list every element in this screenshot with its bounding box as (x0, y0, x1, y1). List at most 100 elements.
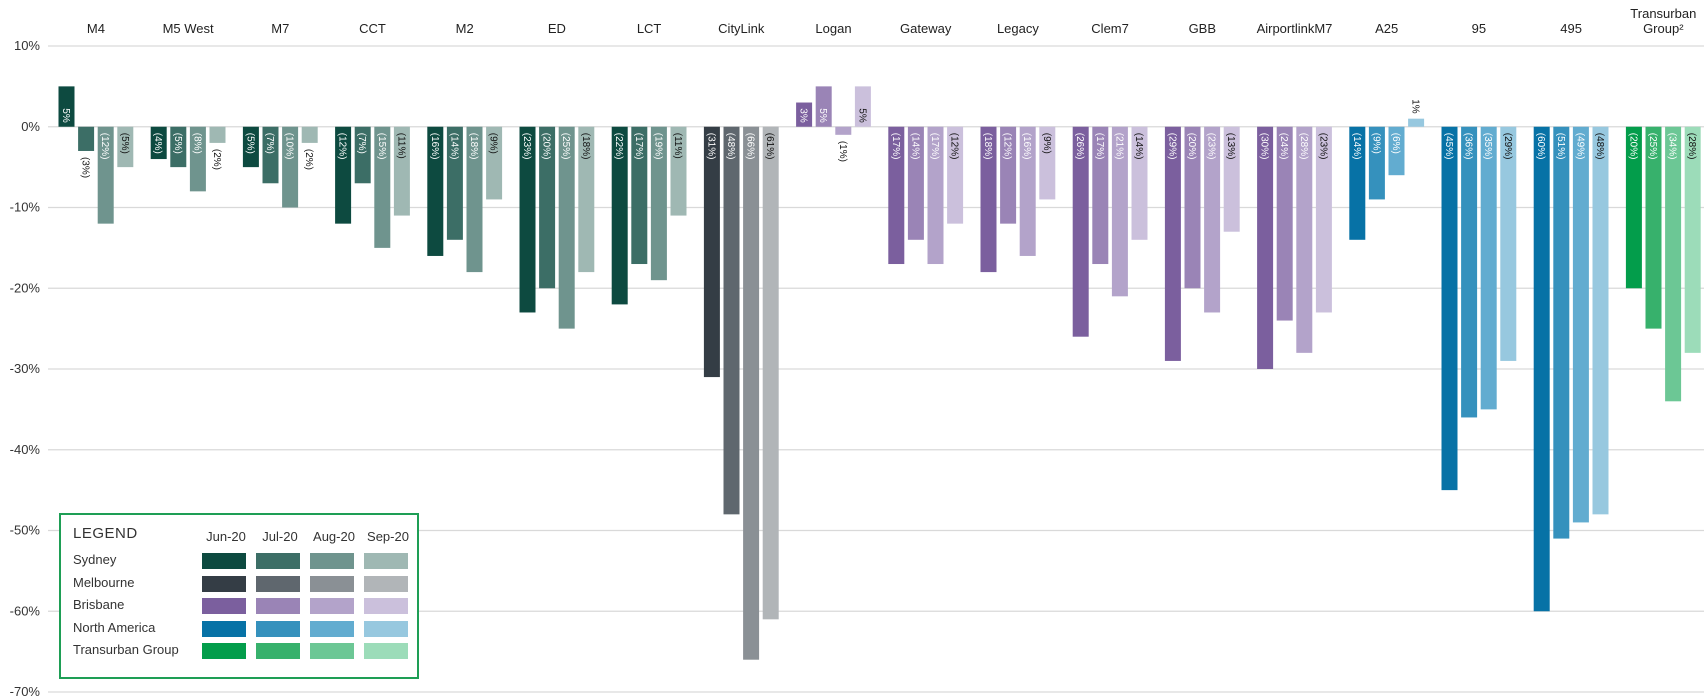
bar (558, 126, 575, 329)
bar (1000, 126, 1017, 224)
bar (1072, 126, 1089, 337)
bar (1092, 126, 1109, 265)
bar (927, 126, 944, 265)
y-tick-label: -10% (10, 200, 41, 215)
data-label: (26%) (1074, 133, 1085, 160)
bar (1368, 126, 1385, 200)
legend-month-jul: Jul-20 (262, 529, 298, 544)
category-label: Gateway (900, 21, 952, 36)
data-label: (36%) (1463, 133, 1474, 160)
y-tick-label: -20% (10, 280, 41, 295)
legend-swatch (364, 620, 408, 637)
bar (209, 126, 226, 143)
data-label: (22%) (613, 133, 624, 160)
bar (242, 126, 259, 168)
data-label: (23%) (1317, 133, 1328, 160)
data-label: (8%) (191, 133, 202, 154)
data-label: (2%) (211, 149, 222, 170)
bar (1572, 126, 1589, 523)
data-label: (48%) (1594, 133, 1605, 160)
y-tick-label: -70% (10, 684, 41, 698)
data-label: (21%) (1113, 133, 1124, 160)
legend-region-label: Transurban Group (73, 642, 179, 657)
data-label: (23%) (1206, 133, 1217, 160)
data-label: (16%) (429, 133, 440, 160)
legend-swatch (202, 643, 246, 659)
bar (611, 126, 628, 305)
bar (1276, 126, 1293, 321)
legend: LEGEND Jun-20 Jul-20 Aug-20 Sep-20 Sydne… (59, 513, 419, 679)
category-label: Legacy (997, 21, 1039, 36)
legend-swatch (310, 643, 354, 659)
data-label: (28%) (1298, 133, 1309, 160)
bar (1349, 126, 1366, 240)
data-label: (23%) (521, 133, 532, 160)
bar (670, 126, 687, 216)
data-label: (17%) (929, 133, 940, 160)
bar (393, 126, 410, 216)
bar (1019, 126, 1036, 256)
data-label: (20%) (541, 133, 552, 160)
data-label: (14%) (1133, 133, 1144, 160)
category-label: Group² (1643, 21, 1684, 36)
data-label: (12%) (99, 133, 110, 160)
data-label: (13%) (1225, 133, 1236, 160)
bar (835, 126, 852, 135)
data-label: (7%) (356, 133, 367, 154)
data-label: (18%) (982, 133, 993, 160)
bar (58, 86, 75, 127)
bar (578, 126, 595, 273)
bar (189, 126, 206, 192)
y-axis-tick-labels: 10% 0% -10% -20% -30% -40% -50% -60% -70% (10, 38, 41, 698)
data-label: (51%) (1555, 133, 1566, 160)
data-label: (29%) (1166, 133, 1177, 160)
data-label: (4%) (152, 133, 163, 154)
data-label: (24%) (1278, 133, 1289, 160)
y-tick-label: -50% (10, 523, 41, 538)
bar (1164, 126, 1181, 361)
bar (117, 126, 134, 168)
bar (1645, 126, 1662, 329)
bar (1461, 126, 1478, 418)
legend-region-label: Brisbane (73, 597, 125, 612)
bar (486, 126, 503, 200)
bar (1665, 126, 1682, 402)
bar (374, 126, 391, 248)
bar (1039, 126, 1056, 200)
legend-swatch (256, 598, 300, 614)
bar (1480, 126, 1497, 410)
bar (1553, 126, 1570, 539)
bar (262, 126, 279, 184)
data-label: (9%) (488, 133, 499, 154)
bar (150, 126, 167, 160)
bar (519, 126, 536, 313)
category-labels: M4 M5 West M7 CCT M2 ED LCT CityLink Logan Gatewa… (87, 6, 1696, 36)
legend-region-label: North America (73, 619, 156, 635)
data-label: (35%) (1482, 133, 1493, 160)
legend-swatch (364, 553, 408, 569)
bar (1223, 126, 1240, 232)
bar (427, 126, 444, 256)
bar (1625, 126, 1642, 289)
data-label: (25%) (1647, 133, 1658, 160)
data-label: (18%) (580, 133, 591, 160)
category-label: Logan (815, 21, 851, 36)
bar (97, 126, 114, 224)
legend-swatch (256, 553, 300, 569)
data-label: (2%) (303, 149, 314, 170)
data-label: (28%) (1686, 133, 1697, 160)
data-label: (5%) (119, 133, 130, 154)
bar (815, 86, 832, 127)
bar (907, 126, 924, 240)
category-label: M2 (456, 21, 474, 36)
data-label: (5%) (244, 133, 255, 154)
category-label: A25 (1375, 21, 1398, 36)
legend-region-label: Melbourne (73, 574, 135, 590)
data-label: (49%) (1574, 133, 1585, 160)
legend-swatch (310, 598, 354, 614)
legend-swatch (202, 553, 246, 569)
data-label: (60%) (1535, 133, 1546, 160)
data-label: (12%) (1002, 133, 1013, 160)
bar (301, 126, 318, 143)
